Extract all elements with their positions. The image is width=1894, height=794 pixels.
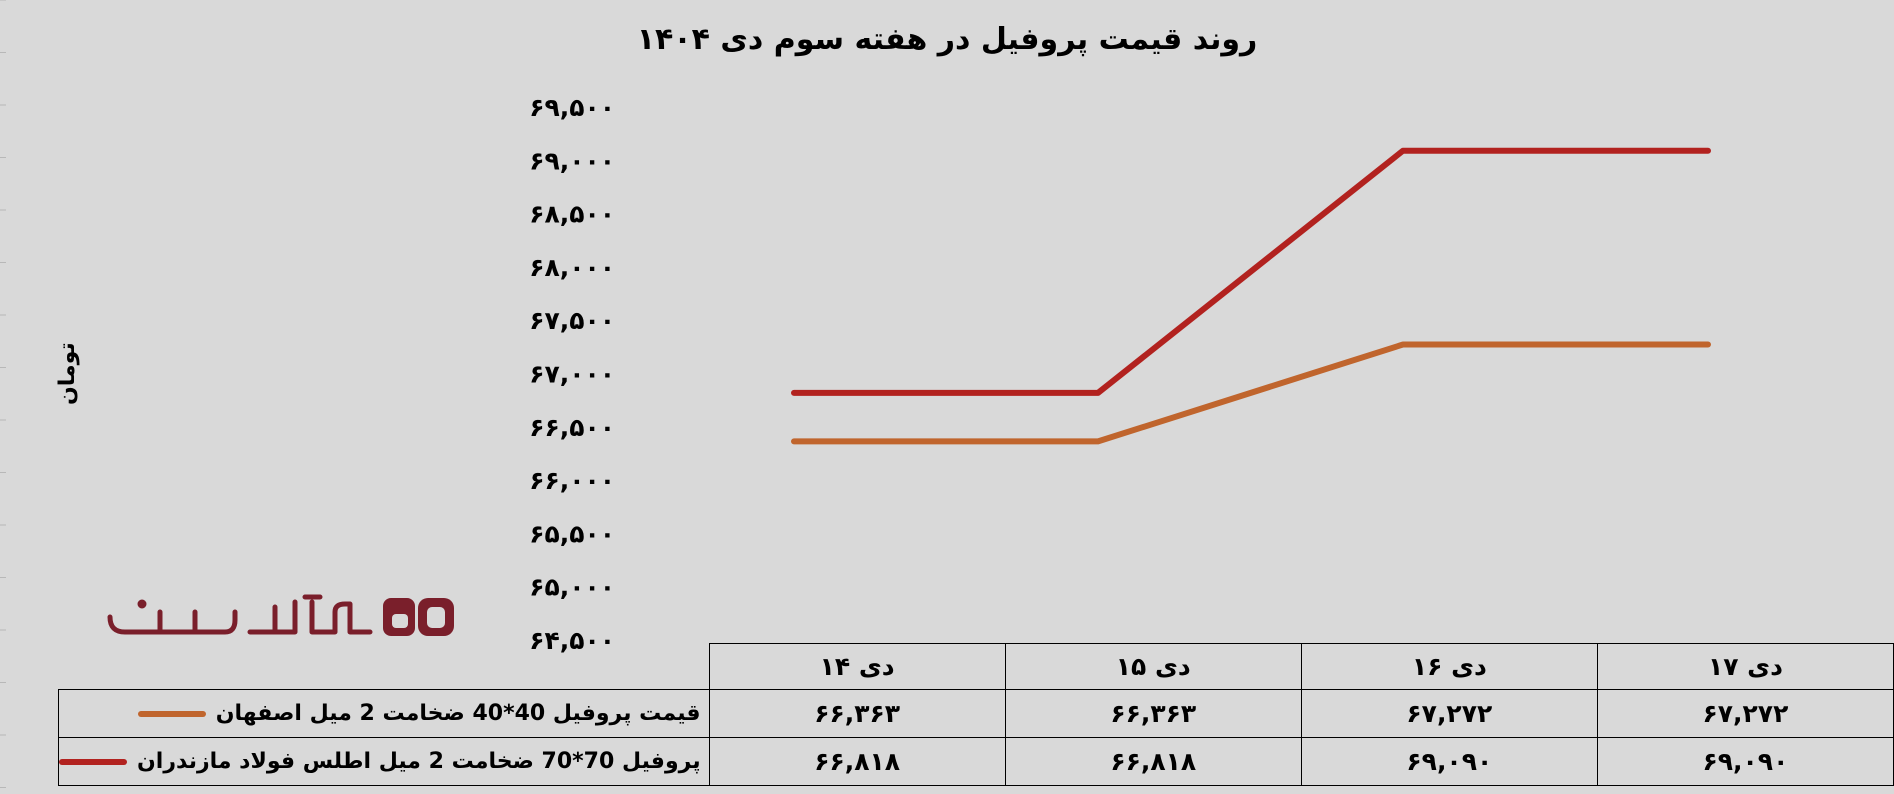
y-tick-label: ۶۸,۵۰۰ [529, 200, 615, 229]
table-corner [59, 644, 710, 690]
left-edge-ticks [0, 0, 6, 788]
data-label: ۶۶,۸۱۸ [708, 737, 1006, 786]
y-tick-label: ۶۷,۵۰۰ [529, 306, 615, 335]
legend-series-2-label: پروفیل 70*70 ضخامت 2 میل اطلس فولاد مازن… [137, 749, 701, 774]
data-label: ۶۷,۲۷۲ [1300, 689, 1598, 738]
series-line-1 [791, 341, 1711, 445]
data-label: ۶۶,۳۶۳ [708, 689, 1006, 738]
y-tick-label: ۶۴,۵۰۰ [529, 626, 615, 655]
category-header: دی ۱۶ [1300, 643, 1598, 690]
series-line-2 [791, 147, 1711, 396]
legend-series-1-label: قیمت پروفیل 40*40 ضخامت 2 میل اصفهان [215, 701, 701, 726]
y-tick-label: ۶۵,۰۰۰ [529, 573, 615, 602]
y-tick-label: ۶۹,۰۰۰ [529, 146, 615, 175]
table-row-series-1: قیمت پروفیل 40*40 ضخامت 2 میل اصفهان ۶۶,… [58, 689, 1894, 738]
data-label: ۶۶,۸۱۸ [1004, 737, 1302, 786]
y-tick-label: ۶۹,۵۰۰ [529, 93, 615, 122]
data-label: ۶۹,۰۹۰ [1300, 737, 1598, 786]
legend-entry-series-1: قیمت پروفیل 40*40 ضخامت 2 میل اصفهان [58, 689, 710, 738]
y-tick-label: ۶۷,۰۰۰ [529, 360, 615, 389]
y-tick-label: ۶۵,۵۰۰ [529, 519, 615, 548]
data-label: ۶۶,۳۶۳ [1004, 689, 1302, 738]
y-tick-label: ۶۶,۵۰۰ [529, 413, 615, 442]
legend-key-series-1 [137, 711, 206, 717]
category-header: دی ۱۵ [1004, 643, 1302, 690]
data-table: دی ۱۴ دی ۱۵ دی ۱۶ دی ۱۷ قیمت پروفیل 40*4… [58, 643, 1894, 786]
series-lines [791, 147, 1711, 445]
legend-entry-series-2: پروفیل 70*70 ضخامت 2 میل اطلس فولاد مازن… [58, 737, 710, 786]
table-header-row: دی ۱۴ دی ۱۵ دی ۱۶ دی ۱۷ [59, 643, 1894, 690]
chart-title: روند قیمت پروفیل در هفته سوم دی ۱۴۰۴ [636, 22, 1258, 57]
table-row-series-2: پروفیل 70*70 ضخامت 2 میل اطلس فولاد مازن… [58, 737, 1894, 786]
ahan-online-logo [107, 594, 454, 636]
y-tick-label: ۶۶,۰۰۰ [529, 466, 615, 495]
y-axis-tick-labels: ۶۴,۵۰۰ ۶۵,۰۰۰ ۶۵,۵۰۰ ۶۶,۰۰۰ ۶۶,۵۰۰ ۶۷,۰۰۰ ۶۷,۵… [529, 93, 615, 655]
data-label: ۶۷,۲۷۲ [1596, 689, 1894, 738]
legend-key-series-2 [59, 759, 127, 765]
category-header: دی ۱۷ [1596, 643, 1894, 690]
category-header: دی ۱۴ [708, 643, 1006, 690]
data-label: ۶۹,۰۹۰ [1596, 737, 1894, 786]
y-tick-label: ۶۸,۰۰۰ [529, 253, 615, 282]
